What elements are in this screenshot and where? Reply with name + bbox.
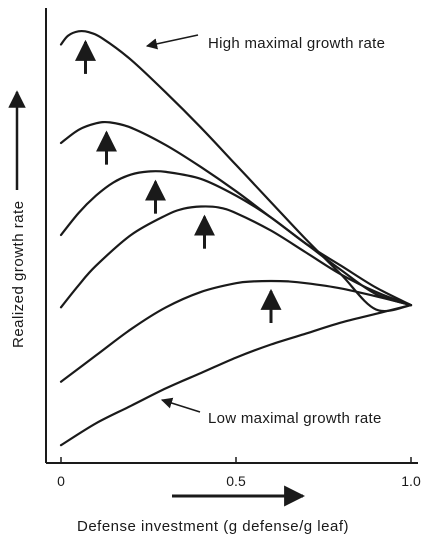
- annotation-low-growth: Low maximal growth rate: [160, 397, 382, 427]
- axes: [45, 8, 418, 464]
- series-line-2: [59, 170, 413, 307]
- series-line-1: [59, 120, 413, 307]
- y-axis-label: Realized growth rate: [10, 200, 27, 348]
- series-line-0: [59, 29, 413, 313]
- series-line-4: [59, 279, 413, 383]
- series-layer: [59, 29, 413, 447]
- x-tick-label-2: 1.0: [401, 473, 421, 489]
- peak-markers: [75, 39, 282, 323]
- series-line-3: [59, 205, 413, 309]
- x-axis-label: Defense investment (g defense/g leaf): [77, 518, 349, 535]
- annotation-high-growth-label: High maximal growth rate: [208, 35, 385, 52]
- annotation-low-growth-label: Low maximal growth rate: [208, 410, 382, 427]
- x-tick-label-0: 0: [57, 473, 65, 489]
- annotation-high-growth: High maximal growth rate: [145, 34, 385, 52]
- x-tick-label-1: 0.5: [226, 473, 246, 489]
- series-line-5: [59, 304, 413, 447]
- x-ticks: 0 0.5 1.0: [57, 457, 421, 489]
